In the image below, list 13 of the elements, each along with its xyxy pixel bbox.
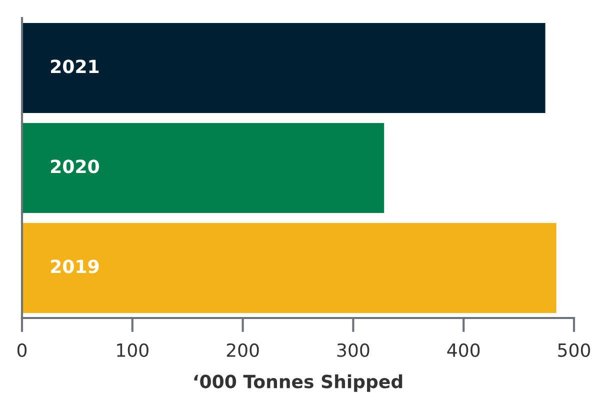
bar	[22, 23, 546, 113]
x-tick-label: 300	[337, 343, 370, 357]
y-tick-label: 2019	[51, 260, 99, 274]
x-tick-label: 0	[17, 343, 27, 357]
bar	[22, 123, 384, 213]
x-tick-label: 500	[558, 343, 590, 357]
x-tick-label: 100	[117, 343, 148, 357]
x-axis-title: ‘000 Tonnes Shipped	[194, 374, 402, 392]
x-tick-label: 400	[447, 343, 480, 357]
x-tick-label: 200	[226, 343, 259, 357]
y-tick-label: 2021	[51, 60, 99, 74]
bar	[22, 223, 556, 313]
y-tick-label: 2020	[51, 160, 99, 174]
